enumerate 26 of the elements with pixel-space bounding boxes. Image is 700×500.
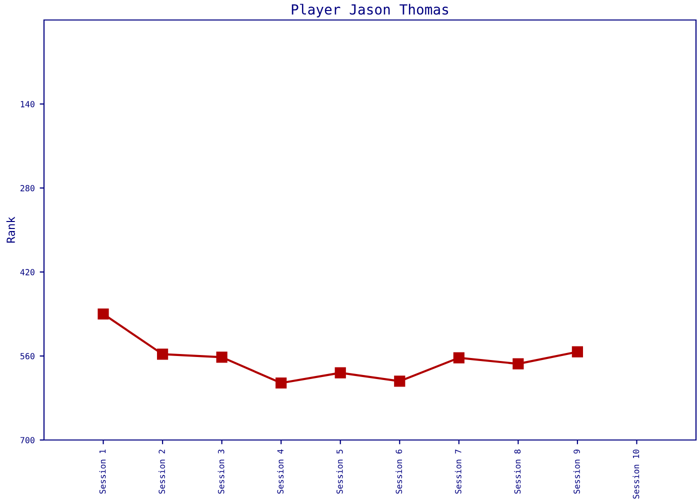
y-tick-label: 420 xyxy=(20,269,34,276)
x-tick-label: Session 1 xyxy=(99,450,106,494)
point xyxy=(512,358,524,370)
y-tick-label: 700 xyxy=(20,437,34,444)
point xyxy=(276,377,287,389)
x-tick-label: Session 9 xyxy=(573,450,580,494)
point xyxy=(334,367,346,378)
x-tick-label: Session 4 xyxy=(277,449,284,494)
x-tick-label: Session 8 xyxy=(514,450,521,494)
chart-title: Player Jason Thomas xyxy=(292,4,448,18)
x-tick-label: Session 6 xyxy=(396,450,402,494)
y-tick-label: 560 xyxy=(20,353,34,360)
point xyxy=(394,376,406,387)
x-tick-label: Session 2 xyxy=(158,450,165,494)
y-axis-title: Rank xyxy=(6,216,15,243)
x-tick-label: Session 10 xyxy=(632,450,640,499)
x-tick-label: Session 5 xyxy=(336,450,343,494)
point xyxy=(572,346,584,358)
point xyxy=(453,352,464,364)
point xyxy=(98,308,109,320)
y-tick-label: 140 xyxy=(20,101,34,108)
y-tick-label: 280 xyxy=(20,185,34,192)
x-tick-label: Session 7 xyxy=(454,450,462,494)
point xyxy=(216,352,228,363)
x-tick-label: Session 3 xyxy=(218,450,224,494)
point xyxy=(156,348,168,360)
